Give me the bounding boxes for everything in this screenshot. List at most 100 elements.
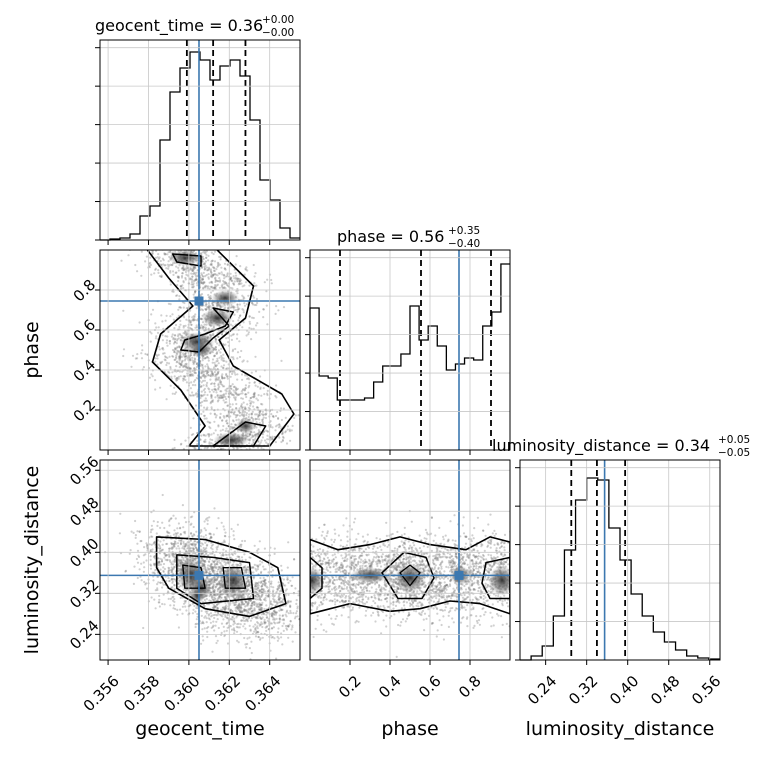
sample-point <box>138 321 141 324</box>
sample-point <box>190 532 193 535</box>
sample-point <box>289 605 292 609</box>
sample-point <box>170 264 174 267</box>
sample-point <box>165 267 168 270</box>
sample-point <box>278 617 281 620</box>
sample-point <box>245 568 248 571</box>
sample-point <box>202 394 205 397</box>
sample-point <box>151 571 154 574</box>
sample-point <box>238 307 241 310</box>
sample-point <box>200 326 203 329</box>
sample-point <box>219 306 222 309</box>
sample-point <box>217 376 221 379</box>
sample-point <box>230 306 233 309</box>
sample-point <box>189 373 192 376</box>
sample-point <box>213 413 216 416</box>
sample-point <box>184 355 187 358</box>
sample-point <box>243 553 246 556</box>
sample-point <box>178 333 181 336</box>
sample-point <box>222 618 225 621</box>
sample-point <box>262 316 265 319</box>
sample-point <box>156 363 159 366</box>
sample-point <box>175 534 178 537</box>
sample-point <box>263 581 267 584</box>
sample-point <box>243 566 246 569</box>
sample-point <box>178 355 181 358</box>
sample-point <box>220 396 223 399</box>
sample-point <box>259 637 262 640</box>
sample-point <box>226 404 230 407</box>
sample-point <box>156 357 159 360</box>
sample-point <box>211 559 214 562</box>
sample-point <box>236 280 239 283</box>
sample-point <box>245 266 248 269</box>
sample-point <box>203 434 206 437</box>
sample-point <box>251 566 254 569</box>
sample-point <box>177 351 180 354</box>
sample-point <box>206 566 209 570</box>
sample-point <box>120 259 123 262</box>
sample-point <box>232 389 235 392</box>
sample-point <box>186 267 189 270</box>
sample-point <box>206 356 209 359</box>
sample-point <box>257 440 260 443</box>
sample-point <box>225 360 228 363</box>
sample-point <box>202 546 205 550</box>
sample-point <box>190 547 193 550</box>
sample-point <box>259 409 262 413</box>
sample-point <box>159 581 162 585</box>
sample-point <box>161 360 164 363</box>
sample-point <box>258 422 261 425</box>
sample-point <box>209 305 212 308</box>
sample-point <box>216 589 219 593</box>
sample-point <box>171 599 175 602</box>
sample-point <box>274 441 277 444</box>
sample-point <box>212 252 215 256</box>
sample-point <box>174 553 177 557</box>
sample-point <box>231 372 234 375</box>
sample-point <box>169 535 172 538</box>
sample-point <box>171 392 174 395</box>
sample-point <box>186 547 189 550</box>
sample-point <box>266 586 269 589</box>
histogram-step <box>309 263 510 450</box>
sample-point <box>194 625 197 629</box>
sample-point <box>213 260 217 263</box>
sample-point <box>217 370 220 373</box>
sample-point <box>272 597 275 601</box>
sample-point <box>226 375 229 378</box>
sample-point <box>229 264 232 267</box>
sample-point <box>202 554 205 557</box>
sample-point <box>244 387 247 390</box>
sample-point <box>213 562 216 566</box>
sample-point <box>234 271 237 274</box>
sample-point <box>200 277 203 280</box>
sample-point <box>202 370 205 374</box>
sample-point <box>263 393 266 396</box>
sample-point <box>200 281 203 285</box>
sample-point <box>178 306 181 309</box>
sample-point <box>226 263 229 266</box>
sample-point <box>157 253 160 256</box>
sample-point <box>192 433 195 436</box>
sample-point <box>217 396 220 399</box>
sample-point <box>192 272 195 275</box>
sample-point <box>213 354 216 357</box>
sample-point <box>176 377 179 380</box>
sample-point <box>205 372 208 375</box>
sample-point <box>166 558 169 561</box>
sample-point <box>171 371 174 374</box>
sample-point <box>275 600 278 603</box>
sample-point <box>255 630 258 633</box>
sample-point <box>247 406 250 409</box>
sample-point <box>266 389 269 392</box>
sample-point <box>224 287 227 290</box>
sample-point <box>245 412 248 415</box>
sample-point <box>170 569 173 572</box>
sample-point <box>201 263 204 266</box>
sample-point <box>241 596 244 599</box>
sample-point <box>211 552 214 555</box>
sample-point <box>251 601 255 604</box>
sample-point <box>201 357 204 360</box>
sample-point <box>273 598 276 602</box>
sample-point <box>256 631 259 634</box>
